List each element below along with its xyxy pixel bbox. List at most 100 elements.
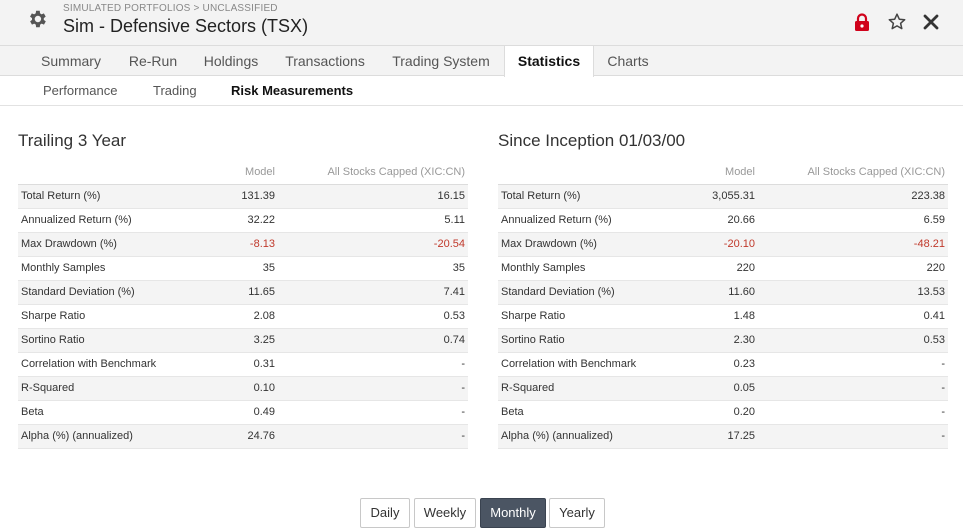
metric-label: Sortino Ratio [498,328,678,353]
benchmark-value: 16.15 [278,184,468,209]
metric-label: Sharpe Ratio [498,304,678,329]
since-inception-panel: Since Inception 01/03/00 Model All Stock… [498,128,948,449]
table-row: R-Squared 0.10- [18,376,468,401]
tab-trading-system[interactable]: Trading System [392,53,490,69]
metric-label: Total Return (%) [18,184,198,209]
table-row: Beta 0.20- [498,400,948,425]
metric-label: Max Drawdown (%) [498,232,678,257]
metric-label: Max Drawdown (%) [18,232,198,257]
metric-label: Monthly Samples [498,256,678,281]
metric-label: R-Squared [498,376,678,401]
benchmark-value: 7.41 [278,280,468,305]
table-row: Beta 0.49- [18,400,468,425]
page-title: Sim - Defensive Sectors (TSX) [63,16,309,36]
benchmark-value: 0.53 [758,328,948,353]
table-row: Annualized Return (%) 32.22 5.11 [18,208,468,233]
model-value: 2.08 [198,304,278,329]
metric-label: Total Return (%) [498,184,678,209]
tab-transactions[interactable]: Transactions [285,53,365,69]
table-row: Alpha (%) (annualized) 17.25- [498,424,948,449]
table-row: Sharpe Ratio 1.48 0.41 [498,304,948,329]
page-header: SIMULATED PORTFOLIOS > UNCLASSIFIED Sim … [0,0,963,46]
benchmark-value: - [758,376,948,401]
table-row: Sortino Ratio 2.30 0.53 [498,328,948,353]
star-icon[interactable] [887,12,907,32]
column-header-metric [498,160,678,185]
model-value: 0.23 [678,352,758,377]
model-value: 17.25 [678,424,758,449]
benchmark-value: -20.54 [278,232,468,257]
breadcrumb[interactable]: SIMULATED PORTFOLIOS > UNCLASSIFIED [63,3,278,14]
benchmark-value: 35 [278,256,468,281]
benchmark-value: -48.21 [758,232,948,257]
subtab-risk-measurements[interactable]: Risk Measurements [231,83,354,98]
column-header-metric [18,160,198,185]
benchmark-value: - [278,376,468,401]
benchmark-value: 0.41 [758,304,948,329]
column-header-model: Model [198,160,278,185]
model-value: -20.10 [678,232,758,257]
panel-title: Trailing 3 Year [18,131,127,150]
metric-label: Correlation with Benchmark [498,352,678,377]
table-row: Correlation with Benchmark 0.23- [498,352,948,377]
main-tabs: Summary Re-Run Holdings Transactions Tra… [0,46,963,77]
metric-label: Annualized Return (%) [498,208,678,233]
metric-label: Annualized Return (%) [18,208,198,233]
yearly-button[interactable]: Yearly [549,498,605,528]
table-row: Standard Deviation (%) 11.60 13.53 [498,280,948,305]
model-value: 11.60 [678,280,758,305]
table-row: Alpha (%) (annualized) 24.76- [18,424,468,449]
benchmark-value: - [758,400,948,425]
tab-summary[interactable]: Summary [41,53,101,69]
weekly-button[interactable]: Weekly [414,498,476,528]
model-value: 1.48 [678,304,758,329]
benchmark-value: - [278,352,468,377]
monthly-button[interactable]: Monthly [480,498,546,528]
subtab-trading[interactable]: Trading [153,83,197,98]
table-row: Max Drawdown (%) -20.10 -48.21 [498,232,948,257]
close-icon[interactable] [921,12,941,32]
model-value: 24.76 [198,424,278,449]
table-row: Annualized Return (%) 20.66 6.59 [498,208,948,233]
sub-tabs: Performance Trading Risk Measurements [0,77,963,106]
model-value: 3,055.31 [678,184,758,209]
model-value: 220 [678,256,758,281]
tab-holdings[interactable]: Holdings [203,53,259,69]
model-value: 11.65 [198,280,278,305]
model-value: 0.31 [198,352,278,377]
panel-title: Since Inception 01/03/00 [498,131,686,150]
benchmark-value: 5.11 [278,208,468,233]
risk-table: Model All Stocks Capped (XIC:CN) Total R… [498,160,948,449]
subtab-performance[interactable]: Performance [43,83,118,98]
table-row: Max Drawdown (%) -8.13 -20.54 [18,232,468,257]
model-value: 0.05 [678,376,758,401]
metric-label: Sortino Ratio [18,328,198,353]
tab-charts[interactable]: Charts [607,53,649,69]
model-value: 0.49 [198,400,278,425]
metric-label: Correlation with Benchmark [18,352,198,377]
benchmark-value: - [758,424,948,449]
model-value: 20.66 [678,208,758,233]
table-body: Total Return (%) 131.39 16.15 Annualized Re… [18,184,468,449]
benchmark-value: 220 [758,256,948,281]
model-value: 35 [198,256,278,281]
benchmark-value: 0.74 [278,328,468,353]
metric-label: Beta [498,400,678,425]
benchmark-value: 0.53 [278,304,468,329]
trailing-3-year-panel: Trailing 3 Year Model All Stocks Capped … [18,128,468,449]
tab-re-run[interactable]: Re-Run [128,53,178,69]
benchmark-value: 13.53 [758,280,948,305]
tab-statistics[interactable]: Statistics [504,46,594,77]
lock-icon[interactable] [852,12,872,32]
table-row: Monthly Samples 220 220 [498,256,948,281]
gear-icon[interactable] [26,8,48,30]
model-value: 0.20 [678,400,758,425]
benchmark-value: - [278,400,468,425]
benchmark-value: 6.59 [758,208,948,233]
table-row: Monthly Samples 35 35 [18,256,468,281]
model-value: -8.13 [198,232,278,257]
benchmark-value: 223.38 [758,184,948,209]
benchmark-value: - [758,352,948,377]
table-body: Total Return (%) 3,055.31 223.38 Annualized… [498,184,948,449]
daily-button[interactable]: Daily [360,498,410,528]
